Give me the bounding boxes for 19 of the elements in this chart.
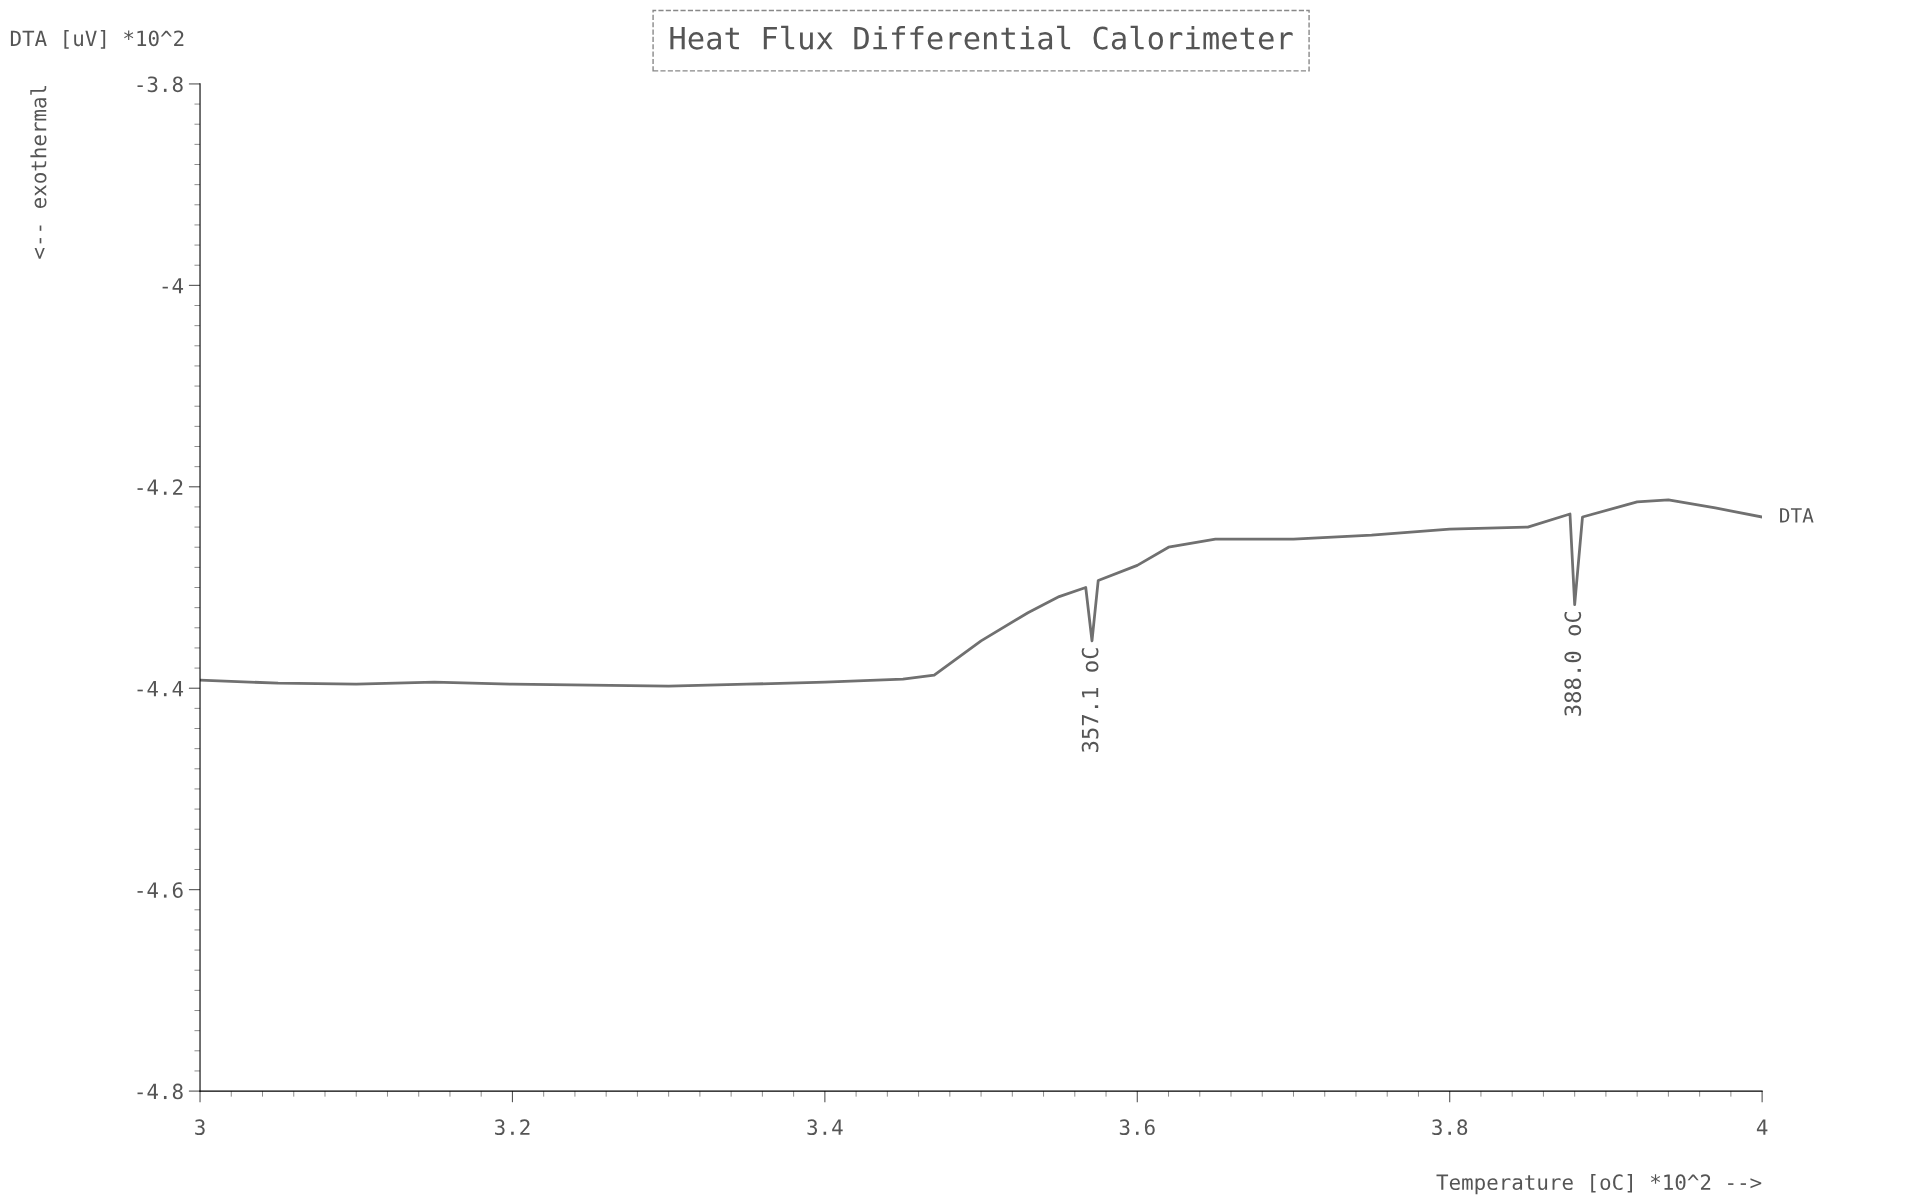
y-tick-label: -4.8 (137, 1083, 183, 1100)
y-tick-label: -4.2 (137, 479, 183, 495)
annotation: 388.0 oC (1564, 611, 1582, 716)
x-tick-label: 4 (1756, 1119, 1768, 1135)
y-axis-title: <-- exothermal (30, 85, 47, 259)
x-tick-label: 3.8 (1432, 1119, 1468, 1136)
annotation: 357.1 oC (1081, 648, 1099, 752)
text: DTA [uV] *10^2 (10, 30, 184, 49)
y-tick-label: -4.4 (137, 681, 184, 697)
x-tick-label: 3.6 (1119, 1119, 1155, 1136)
series-label: DTA (1780, 508, 1814, 523)
x-tick-label: 3 (195, 1119, 205, 1136)
chart-title: Heat Flux Differential Calorimeter (670, 25, 1293, 50)
x-tick-label: 3.4 (807, 1119, 843, 1136)
y-tick-label: -4 (162, 278, 184, 294)
x-tick-label: 3.2 (495, 1119, 530, 1136)
y-tick-label: -3.8 (137, 76, 183, 93)
y-tick-label: -4.6 (137, 882, 183, 898)
x-axis-title: Temperature [oC] *10^2 --> (1436, 1173, 1762, 1195)
